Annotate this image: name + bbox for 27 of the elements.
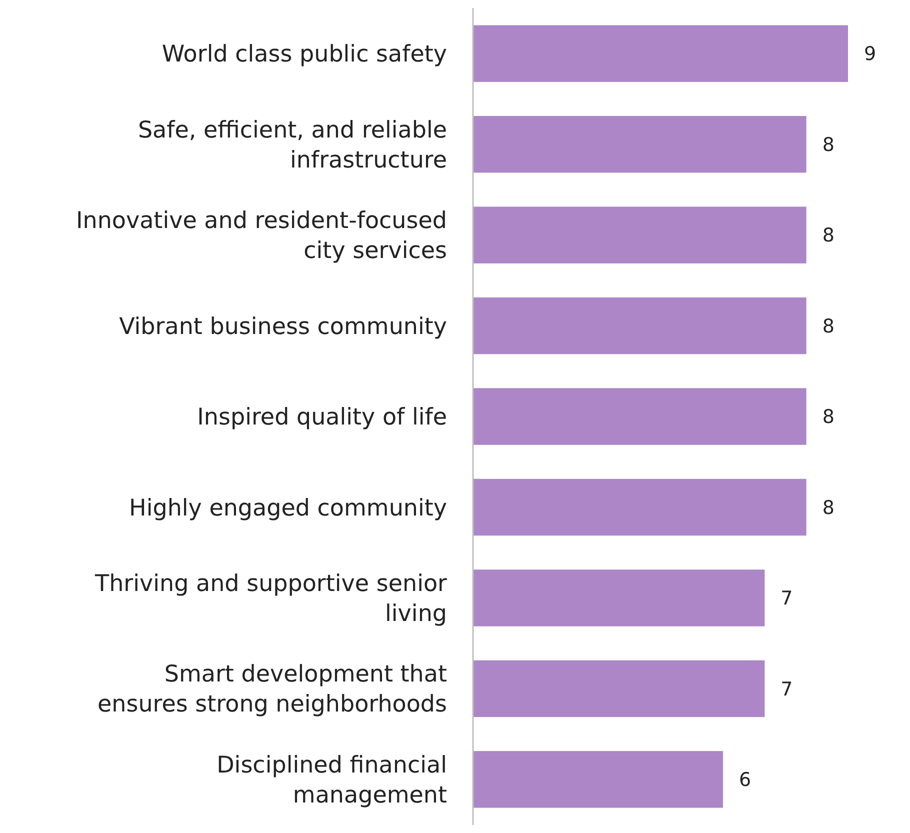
y-tick-label: Inspired quality of life: [197, 404, 447, 431]
y-tick-label: Safe, efficient, and reliable infrastructure: [138, 117, 447, 174]
data-label: 7: [780, 588, 793, 610]
y-tick-label: Innovative and resident-focused city services: [76, 208, 447, 264]
y-tick-label: World class public safety: [162, 42, 447, 68]
bar: [473, 570, 765, 626]
data-label: 6: [739, 769, 752, 792]
data-label: 8: [822, 496, 834, 519]
y-tick-label: Thriving and supportive senior living: [94, 571, 448, 628]
data-label: 8: [822, 224, 834, 247]
y-tick-label: Smart development that ensures strong neighborhoods: [97, 662, 447, 718]
data-label: 8: [822, 134, 834, 156]
data-label: 9: [864, 43, 876, 66]
bar: [473, 660, 765, 718]
y-tick-label: Highly engaged community: [129, 495, 447, 522]
y-tick-label: Disciplined financial management: [216, 752, 447, 808]
data-label: 8: [822, 315, 834, 338]
bar: [473, 25, 848, 82]
bar: [473, 388, 806, 445]
bar: [473, 116, 806, 173]
bar: [473, 297, 806, 354]
y-tick-label: Vibrant business community: [119, 314, 447, 340]
bar: [473, 751, 723, 808]
bar: [473, 206, 806, 264]
bar: [473, 478, 806, 536]
data-label: 8: [822, 406, 834, 428]
data-label: 7: [780, 678, 793, 700]
